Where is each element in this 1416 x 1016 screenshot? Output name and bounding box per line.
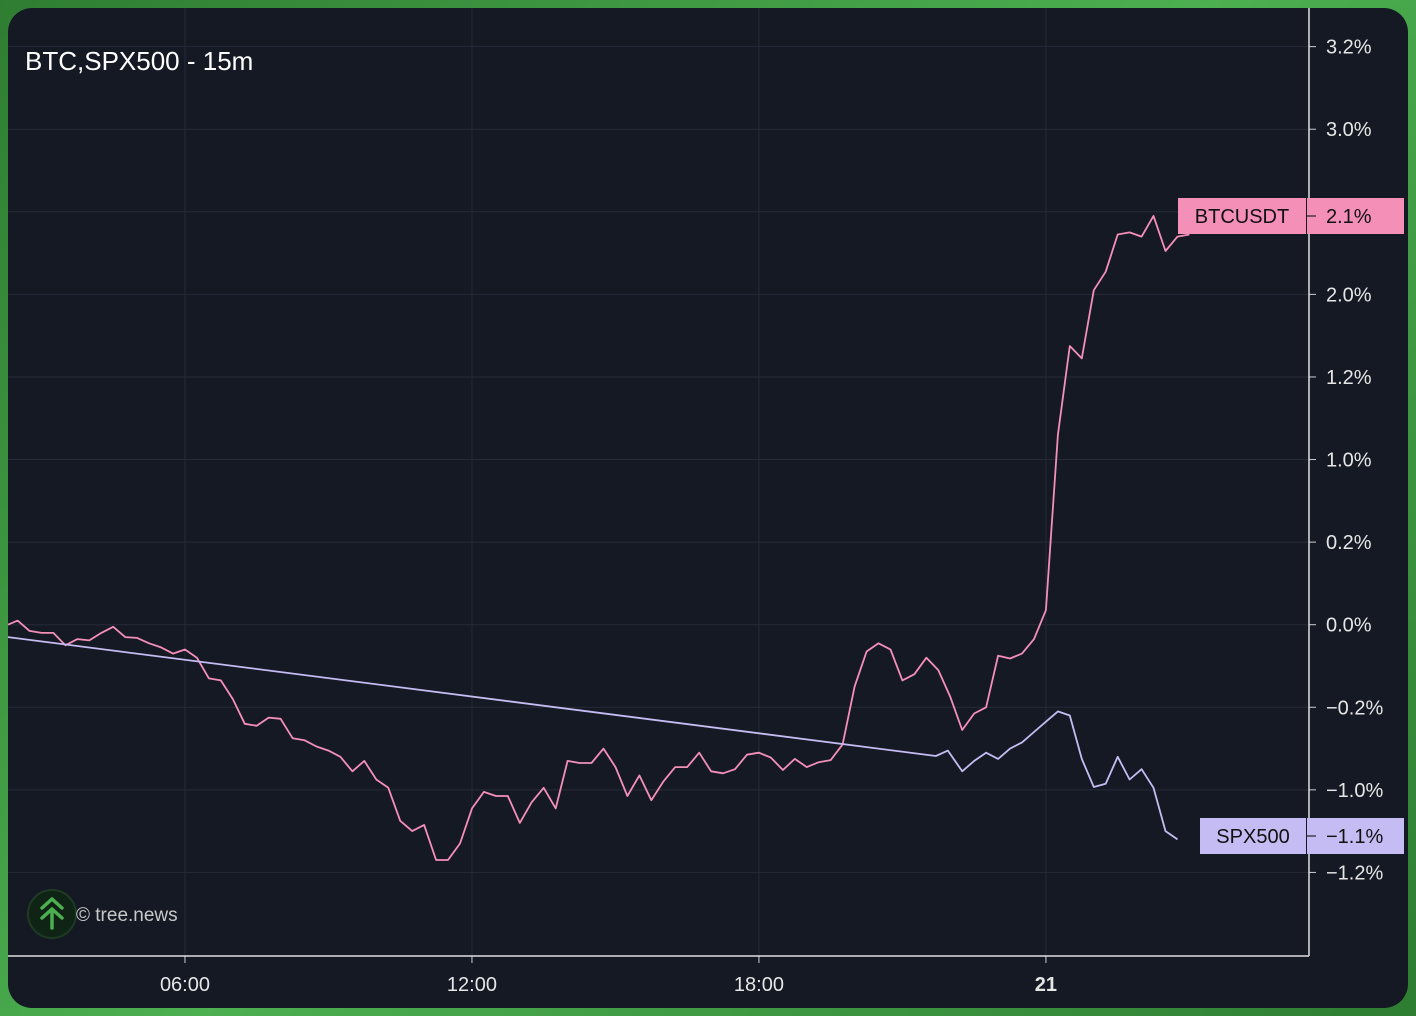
grid [8,8,1309,956]
axes: 3.2%3.0%2.2%2.0%1.2%1.0%0.2%0.0%−0.2%−1.… [8,8,1383,996]
series-name-tag [1200,818,1306,854]
x-tick-label: 12:00 [447,974,497,996]
tree-news-logo-icon [27,889,77,939]
series-name-tag [1178,198,1306,234]
y-tick-label: −1.0% [1326,780,1383,802]
y-tick-label: 2.0% [1326,284,1372,306]
series-value-tag [1307,198,1404,234]
y-tick-label: −0.2% [1326,697,1383,719]
series-name-tag-label: BTCUSDT [1195,206,1289,228]
chart-panel: 3.2%3.0%2.2%2.0%1.2%1.0%0.2%0.0%−0.2%−1.… [8,8,1408,1008]
series-line-btcusdt [8,215,1190,861]
series-value-tag-label: 2.1% [1326,206,1372,228]
watermark-text: © tree.news [76,905,178,926]
chart-title: BTC,SPX500 - 15m [25,46,253,76]
series-value-tag-label: −1.1% [1326,826,1383,848]
y-tick-label: 1.2% [1326,367,1372,389]
y-tick-label: 0.2% [1326,532,1372,554]
y-tick-label: 1.0% [1326,450,1372,472]
last-value-tags: BTCUSDT 2.1% SPX500 −1.1% [1178,198,1404,854]
series-name-tag-label: SPX500 [1216,826,1289,848]
x-tick-label: 21 [1035,974,1057,996]
x-tick-label: 06:00 [160,974,210,996]
y-tick-label: 3.0% [1326,119,1372,141]
series-lines [8,215,1190,861]
watermark: © tree.news [27,889,178,939]
y-tick-label: 0.0% [1326,615,1372,637]
series-value-tag [1307,818,1404,854]
y-tick-label: −1.2% [1326,862,1383,884]
chart-svg[interactable]: 3.2%3.0%2.2%2.0%1.2%1.0%0.2%0.0%−0.2%−1.… [8,8,1408,1008]
y-tick-label: 3.2% [1326,37,1372,59]
series-line-spx500 [8,636,1179,841]
x-tick-label: 18:00 [734,974,784,996]
